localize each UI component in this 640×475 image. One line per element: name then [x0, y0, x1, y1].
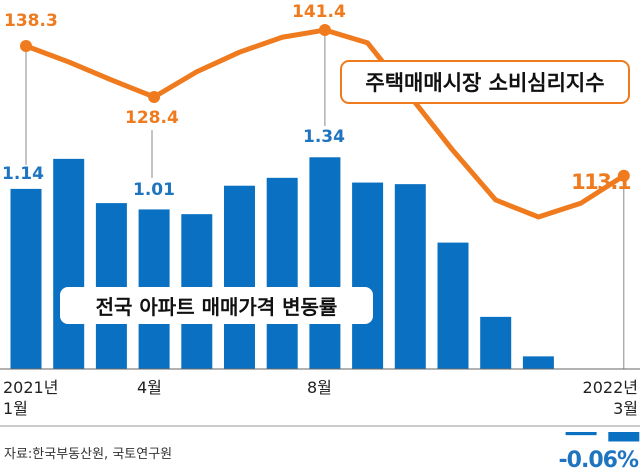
bar-2022-01: [522, 356, 554, 369]
bar-2021-12: [480, 316, 512, 369]
bar-2021-07: [266, 177, 298, 369]
line-label-2021-04: 128.4: [125, 108, 179, 128]
bar-2021-08: [309, 157, 341, 369]
x-tick-2021-01: 2021년 1월: [3, 377, 58, 419]
x-tick-2022-03: 2022년 3월: [583, 377, 638, 419]
x-tick-2021-04: 4월: [137, 378, 162, 397]
line-series-title: 주택매매시장 소비심리지수: [340, 60, 630, 104]
line-label-2022-03: 113.1: [571, 170, 631, 194]
x-tick-line2: 3월: [613, 399, 638, 418]
x-tick-line1: 2022년: [582, 378, 638, 397]
bar-label-2021-01: 1.14: [2, 164, 44, 184]
bar-2021-02: [53, 158, 85, 369]
bar-2022-03: [608, 432, 640, 442]
bar-2022-02: [565, 432, 597, 436]
bar-series-title: 전국 아파트 매매가격 변동률: [60, 287, 373, 324]
source-note: 자료:한국부동산원, 국토연구원: [4, 447, 173, 462]
bar-2021-06: [224, 185, 255, 369]
x-tick-line2: 1월: [3, 399, 28, 418]
bar-label-2021-04: 1.01: [133, 180, 175, 200]
point-2021-08: [318, 24, 331, 37]
bar-2021-03: [95, 203, 127, 369]
line-label-2021-08: 141.4: [292, 2, 346, 22]
line-label-2021-01: 138.3: [4, 11, 58, 31]
bar-2021-09: [352, 182, 384, 369]
point-2021-04: [148, 90, 161, 103]
x-tick-2021-08: 8월: [307, 378, 332, 397]
bar-2021-10: [394, 184, 426, 369]
point-2021-01: [20, 40, 32, 52]
x-tick-line1: 2021년: [3, 378, 59, 397]
bar-2021-11: [437, 242, 469, 369]
bar-2021-01: [10, 188, 42, 369]
point-2022-03: [617, 169, 630, 182]
bar-label-2021-08: 1.34: [303, 127, 345, 147]
bar-label-2022-03: -0.06%: [558, 448, 639, 473]
